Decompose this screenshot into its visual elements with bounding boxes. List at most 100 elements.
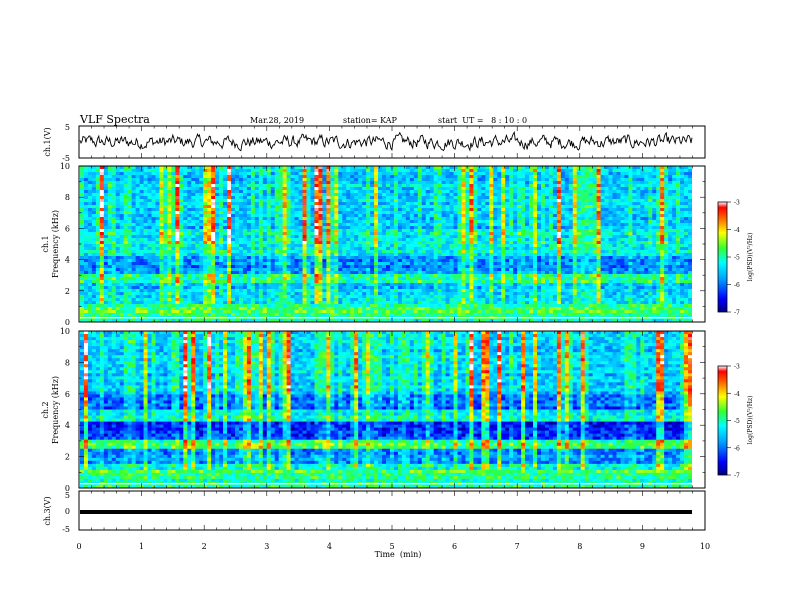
spectrogram-cell [274, 262, 280, 266]
spectrogram-cell [389, 256, 395, 260]
spectrogram-cell [441, 292, 447, 296]
spectrogram-cell [99, 166, 105, 170]
spectrogram-cell [242, 256, 248, 260]
spectrogram-cell [274, 229, 280, 233]
spectrogram-cell [366, 172, 371, 176]
spectrogram-cell [250, 238, 256, 242]
spectrogram-cell [397, 181, 403, 185]
spectrogram-cell [211, 310, 216, 314]
spectrogram-cell [338, 211, 343, 215]
figure-start-time: start UT = 8 : 10 : 0 [438, 116, 527, 125]
spectrogram-cell [358, 187, 363, 191]
spectrogram-cell [219, 298, 224, 302]
spectrogram-cell [298, 241, 303, 245]
spectrogram-cell [87, 286, 93, 290]
spectrogram-cell [171, 313, 176, 317]
spectrogram-cell [425, 307, 431, 311]
spectrogram-cell [342, 223, 347, 227]
spectrogram-cell [354, 181, 359, 185]
spectrogram-cell [362, 199, 367, 203]
spectrogram-cell [405, 205, 411, 209]
spectrogram-cell [238, 268, 244, 272]
spectrogram-cell [163, 190, 168, 194]
spectrogram-cell [397, 253, 403, 257]
spectrogram-cell [250, 220, 256, 224]
spectrogram-cell [286, 172, 292, 176]
spectrogram-cell [203, 274, 208, 278]
spectrogram-cell [322, 169, 327, 173]
spectrogram-cell [382, 217, 387, 221]
spectrogram-cell [83, 169, 89, 173]
spectrogram-cell [107, 232, 113, 236]
spectrogram-cell [107, 310, 113, 314]
spectrogram-cell [115, 241, 121, 245]
spectrogram-cell [262, 262, 268, 266]
spectrogram-cell [386, 235, 391, 239]
spectrogram-cell [338, 169, 343, 173]
spectrogram-cell [374, 286, 379, 290]
spectrogram-cell [115, 214, 121, 218]
spectrogram-cell [227, 238, 232, 242]
spectrogram-cell [374, 280, 379, 284]
spectrogram-cell [386, 298, 391, 302]
spectrogram-cell [151, 277, 156, 281]
spectrogram-cell [107, 193, 113, 197]
spectrogram-cell [115, 319, 121, 323]
spectrogram-cell [199, 205, 204, 209]
spectrogram-cell [175, 169, 180, 173]
spectrogram-cell [437, 166, 443, 170]
spectrogram-cell [314, 202, 319, 206]
spectrogram-cell [409, 217, 415, 221]
spectrogram-cell [223, 277, 228, 281]
spectrogram-cell [441, 250, 447, 254]
spectrogram-cell [310, 304, 315, 308]
spectrogram-cell [258, 220, 264, 224]
spectrogram-cell [179, 196, 184, 200]
spectrogram-cell [115, 295, 121, 299]
spectrogram-cell [274, 181, 280, 185]
spectrogram-cell [374, 196, 379, 200]
spectrogram-cell [187, 283, 192, 287]
spectrogram-cell [409, 289, 415, 293]
spectrogram-cell [195, 283, 200, 287]
spectrogram-cell [274, 232, 280, 236]
spectrogram-cell [338, 304, 343, 308]
spectrogram-cell [346, 274, 351, 278]
spectrogram-cell [87, 211, 93, 215]
spectrogram-cell [338, 265, 343, 269]
spectrogram-cell [282, 181, 288, 185]
spectrogram-cell [354, 310, 359, 314]
spectrogram-cell [445, 274, 450, 278]
spectrogram-cell [95, 262, 101, 266]
spectrogram-cell [107, 283, 113, 287]
spectrogram-cell [135, 265, 141, 269]
spectrogram-cell [298, 301, 303, 305]
spectrogram-cell [278, 187, 284, 191]
spectrogram-cell [83, 256, 89, 260]
spectrogram-cell [310, 292, 315, 296]
spectrogram-cell [322, 265, 327, 269]
spectrogram-cell [310, 166, 315, 170]
spectrogram-cell [135, 292, 141, 296]
spectrogram-cell [366, 226, 371, 230]
spectrogram-cell [342, 235, 347, 239]
spectrogram-cell [314, 292, 319, 296]
spectrogram-cell [203, 259, 208, 263]
spectrogram-cell [298, 229, 303, 233]
spectrogram-cell [294, 238, 299, 242]
spectrogram-cell [135, 286, 141, 290]
spectrogram-cell [195, 250, 200, 254]
spectrogram-cell [405, 265, 411, 269]
spectrogram-cell [282, 211, 288, 215]
spectrogram-cell [294, 172, 299, 176]
spectrogram-cell [242, 268, 248, 272]
spectrogram-cell [386, 289, 391, 293]
spectrogram-cell [91, 268, 97, 272]
spectrogram-cell [409, 280, 415, 284]
spectrogram-cell [282, 265, 288, 269]
spectrogram-cell [358, 256, 363, 260]
spectrogram-cell [175, 238, 180, 242]
spectrogram-cell [330, 229, 335, 233]
spectrogram-cell [362, 280, 367, 284]
spectrogram-cell [326, 178, 331, 182]
